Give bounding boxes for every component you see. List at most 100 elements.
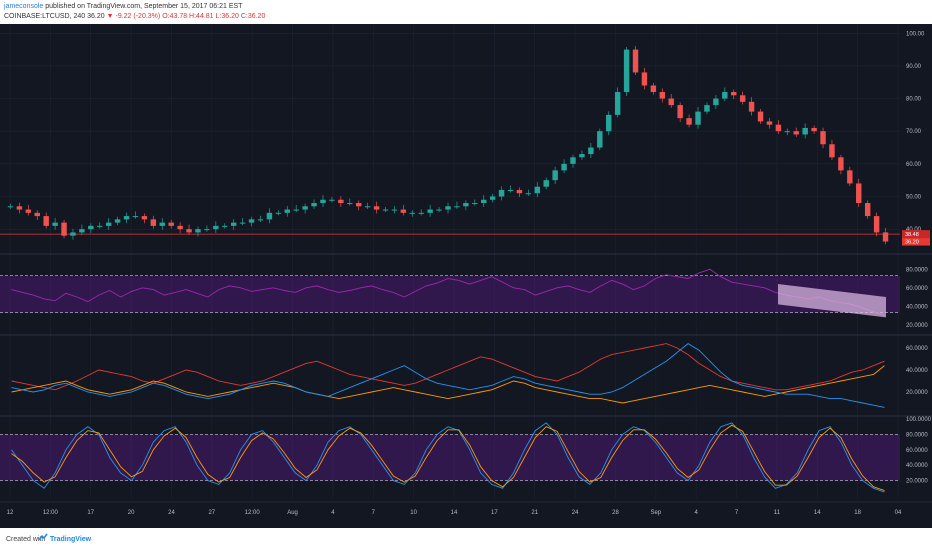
x-tick-label: 12: [7, 510, 14, 516]
stoch-axis-label: 40.0000: [906, 463, 928, 469]
candle-body: [864, 203, 871, 217]
candle-body: [338, 199, 344, 204]
x-tick-label: 10: [410, 510, 417, 516]
price-tag: [902, 230, 930, 239]
author-link[interactable]: jameconsole: [4, 3, 44, 10]
dmi-axis-label: 40.0000: [906, 368, 928, 374]
x-tick-label: 24: [572, 510, 579, 516]
candle-body: [364, 206, 371, 208]
stoch-axis-label: 20.0000: [906, 479, 928, 485]
candle-body: [168, 222, 174, 226]
x-tick-label: 18: [854, 510, 861, 516]
dmi-series-line: [11, 365, 885, 404]
candle-body: [588, 147, 594, 155]
candle-body: [7, 206, 14, 208]
candle-body: [829, 144, 835, 158]
candle-body: [873, 216, 880, 233]
price-axis-label: 50.00: [906, 195, 922, 201]
x-tick-label: Sep: [650, 510, 661, 516]
candle-body: [61, 222, 67, 236]
candle-body: [382, 209, 389, 211]
rsi-series-line: [11, 268, 885, 316]
candle-body: [543, 180, 549, 187]
candle-body: [123, 216, 130, 220]
candle-body: [222, 225, 228, 227]
candle-body: [34, 212, 40, 217]
x-tick-label: 21: [531, 510, 538, 516]
price-tag-label: 36.20: [905, 240, 919, 246]
candle-body: [489, 196, 496, 200]
candle-body: [320, 199, 326, 204]
x-tick-label: 14: [814, 510, 821, 516]
published-text: published on TradingView.com, September …: [45, 3, 243, 10]
x-tick-label: 7: [735, 510, 739, 516]
rsi-axis-label: 20.0000: [906, 323, 928, 329]
candle-body: [311, 203, 317, 207]
candle-body: [329, 199, 335, 201]
dmi-series-line: [11, 343, 885, 391]
publish-line: jameconsole published on TradingView.com…: [4, 3, 242, 10]
stoch-axis-label: 80.0000: [906, 432, 928, 438]
candle-body: [722, 92, 728, 99]
candle-body: [606, 114, 612, 132]
x-tick-label: 27: [208, 510, 215, 516]
candle-body: [739, 95, 746, 102]
candle-body: [668, 98, 674, 106]
candle-body: [427, 209, 433, 213]
candle-body: [820, 131, 826, 145]
candle-body: [632, 49, 639, 73]
symbol-line: COINBASE:LTCUSD, 240 36.20 ▼ -9.22 (-20.…: [4, 13, 265, 20]
x-tick-label: 7: [372, 510, 376, 516]
candle-body: [534, 186, 541, 194]
x-tick-label: 4: [695, 510, 699, 516]
candle-body: [516, 189, 523, 194]
brand-name[interactable]: TradingView: [50, 536, 92, 543]
candle-body: [695, 111, 701, 125]
candle-body: [79, 229, 85, 233]
x-tick-label: 17: [87, 510, 94, 516]
candle-body: [882, 232, 889, 242]
x-tick-label: 12:00: [43, 510, 59, 516]
rsi-axis-label: 40.0000: [906, 304, 928, 310]
candle-body: [25, 209, 32, 213]
candle-body: [88, 225, 94, 230]
candle-body: [114, 219, 121, 223]
candle-body: [418, 212, 424, 214]
price-axis-label: 70.00: [906, 129, 922, 135]
candle-body: [52, 222, 58, 226]
rsi-trend-channel: [778, 284, 886, 318]
candle-body: [570, 157, 576, 164]
created-with-text: Created with: [6, 536, 46, 543]
candle-body: [525, 193, 532, 195]
x-tick-label: 20: [128, 510, 135, 516]
x-tick-label: 4: [331, 510, 335, 516]
candle-body: [775, 124, 782, 132]
price-axis-label: 80.00: [906, 97, 922, 103]
candle-body: [186, 229, 192, 233]
candle-body: [436, 209, 442, 211]
candle-body: [302, 206, 308, 210]
price-axis-label: 60.00: [906, 162, 922, 168]
candle-body: [614, 92, 621, 115]
candle-body: [498, 189, 505, 197]
chart-header: jameconsole published on TradingView.com…: [0, 0, 932, 24]
candle-body: [213, 225, 219, 230]
candle-body: [686, 118, 692, 125]
price-axis-label: 100.00: [906, 31, 925, 37]
candle-body: [141, 216, 148, 220]
candle-body: [856, 183, 862, 204]
stoch-series-line: [11, 424, 885, 492]
x-tick-label: 04: [895, 510, 902, 516]
candle-body: [105, 222, 112, 226]
candle-body: [454, 206, 460, 208]
candle-body: [373, 206, 380, 210]
candle-body: [623, 49, 630, 93]
candle-body: [811, 127, 817, 132]
stoch-band: [0, 434, 900, 481]
rsi-axis-label: 80.0000: [906, 267, 928, 273]
candle-body: [481, 199, 487, 204]
candle-body: [293, 209, 299, 211]
candle-body: [641, 72, 648, 86]
chart-canvas[interactable]: 12 12:00 17 20 24 27 12:00 Aug 4 7 10 14 17 21 24 28 Sep…: [0, 24, 932, 528]
candle-body: [248, 219, 255, 223]
